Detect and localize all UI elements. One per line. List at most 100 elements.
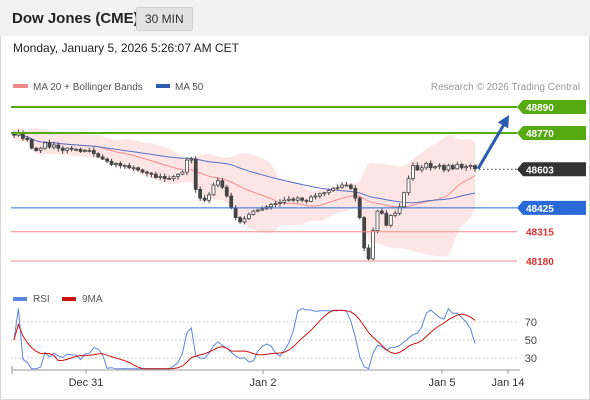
candle-body (242, 218, 247, 223)
candle-body (424, 162, 429, 169)
candle-body (140, 169, 145, 173)
rsi-plot: 70 50 30 (11, 307, 537, 370)
candle-body (402, 192, 406, 208)
candle-body (473, 165, 477, 170)
candle-body (87, 149, 92, 152)
candle-body (149, 172, 154, 175)
timestamp: Monday, January 5, 2026 5:26:07 AM CET (13, 41, 239, 55)
ma20-legend-label: MA 20 + Bollinger Bands (33, 82, 143, 93)
candle-body (375, 210, 380, 232)
candle-body (56, 144, 61, 149)
rsi-ma-legend-swatch (62, 297, 76, 301)
candle-body (69, 147, 74, 150)
candle-body (450, 165, 455, 170)
level-label-target-2: 48890 (526, 103, 554, 114)
candle-body (282, 199, 287, 203)
x-tick-label: Jan 2 (250, 377, 277, 389)
candle-body (304, 199, 309, 202)
candle-body (162, 176, 167, 179)
candle-body (176, 173, 180, 177)
candle-body (388, 215, 393, 226)
candle-body (362, 217, 367, 249)
candle-body (442, 165, 446, 171)
candle-body (344, 184, 349, 187)
candle-body (202, 197, 207, 201)
candle-body (96, 153, 101, 158)
candle-body (291, 198, 296, 201)
level-label-target-1: 48770 (526, 129, 554, 140)
candle-body (384, 212, 389, 226)
chart-header: Dow Jones (CME) 30 MIN (0, 0, 590, 36)
candle-body (229, 195, 234, 209)
level-tag-target-1 (517, 126, 586, 141)
rsi-legend-label: RSI (33, 294, 50, 305)
projection-arrow-line (476, 120, 508, 170)
candle-body (34, 147, 39, 151)
candle-body (184, 159, 189, 173)
ma50-line (13, 133, 476, 204)
projection-arrow-head (497, 115, 509, 129)
candle-body (122, 165, 127, 167)
candle-body (295, 197, 300, 201)
candle-body (278, 202, 282, 204)
level-label-support-1: 48315 (526, 228, 554, 239)
ma20-legend-swatch (13, 84, 28, 88)
rsi-legend-swatch (13, 297, 27, 301)
instrument-title: Dow Jones (CME) (12, 10, 139, 27)
candle-body (78, 148, 83, 152)
candle-body (348, 184, 353, 189)
candle-body (419, 167, 424, 171)
candle-body (127, 165, 132, 169)
candle-body (136, 167, 141, 171)
candle-body (326, 190, 331, 194)
candle-body (83, 149, 87, 152)
candle-body (238, 217, 242, 223)
candle-body (322, 192, 327, 195)
candle-body (300, 197, 305, 201)
candle-body (335, 186, 340, 189)
bollinger-band (14, 128, 475, 257)
candle-body (251, 210, 256, 215)
candle-body (198, 189, 203, 199)
candle-body (207, 194, 211, 201)
level-tag-target-2 (517, 100, 586, 114)
candle-body (255, 209, 260, 212)
candle-body (366, 247, 371, 260)
level-label-pivot: 48425 (526, 204, 554, 215)
x-tick-label: Jan 5 (429, 377, 456, 389)
level-tag-pivot (517, 200, 586, 215)
candle-body (167, 178, 172, 180)
candle-body (109, 160, 114, 165)
candle-body (446, 165, 451, 171)
candle-body (74, 148, 78, 151)
candle-body (65, 147, 70, 151)
candle-body (131, 167, 136, 170)
candle-body (468, 165, 473, 168)
candle-body (114, 162, 118, 165)
candle-body (286, 198, 291, 201)
candle-body (145, 171, 149, 174)
candle-body (406, 178, 411, 194)
candle-body (313, 195, 318, 198)
candle-body (91, 149, 96, 155)
candle-body (371, 230, 375, 260)
candle-body (47, 142, 52, 148)
candle-body (118, 162, 123, 166)
candle-body (100, 156, 105, 160)
candle-body (224, 186, 229, 197)
candle-body (397, 206, 402, 214)
candle-body (38, 147, 43, 151)
candle-body (455, 164, 460, 170)
level-tag-current (517, 162, 586, 177)
candle-body (433, 166, 438, 169)
candle-body (60, 147, 65, 151)
interval-button[interactable]: 30 MIN (136, 7, 193, 31)
candle-body (353, 187, 358, 199)
rsi-ma-legend-label: 9MA (82, 294, 103, 305)
candle-body (247, 213, 251, 220)
level-label-support-2: 48180 (526, 257, 554, 268)
candle-body (220, 180, 225, 188)
level-label-current: 48603 (526, 165, 554, 176)
rsi-ma-line (13, 309, 476, 370)
